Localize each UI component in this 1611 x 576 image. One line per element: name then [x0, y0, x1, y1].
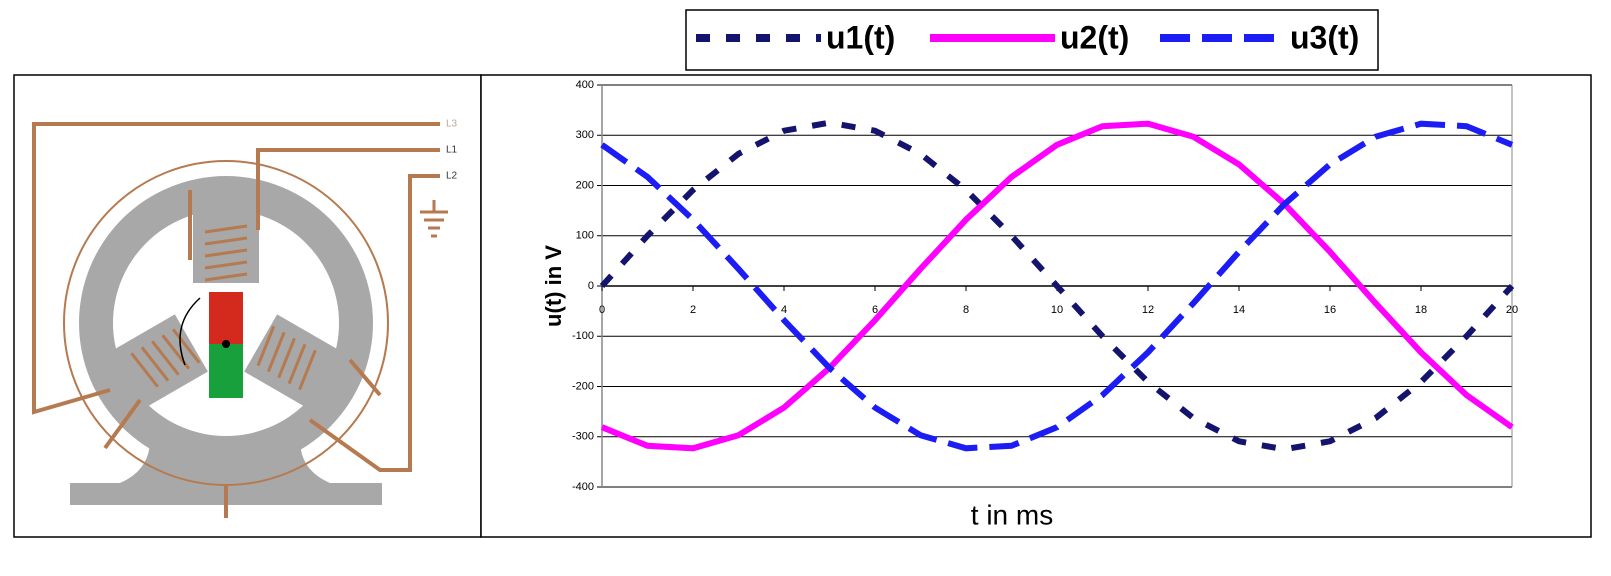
y-axis-title: u(t) in V — [541, 245, 566, 327]
y-tick-label: -300 — [572, 431, 594, 443]
x-tick-label: 18 — [1415, 304, 1427, 316]
magnet-north — [209, 292, 243, 344]
x-tick-label: 2 — [690, 304, 696, 316]
x-tick-label: 16 — [1324, 304, 1336, 316]
legend-label: u3(t) — [1290, 19, 1359, 55]
x-tick-label: 10 — [1051, 304, 1063, 316]
chart-panel — [480, 74, 1592, 538]
pole-1 — [193, 205, 259, 283]
magnet-south — [209, 344, 243, 398]
x-axis-title: t in ms — [971, 499, 1053, 530]
x-tick-label: 12 — [1142, 304, 1154, 316]
wires — [32, 122, 440, 518]
x-tick-label: 14 — [1233, 304, 1245, 316]
y-tick-label: 200 — [576, 179, 594, 191]
x-tick-label: 8 — [963, 304, 969, 316]
series-line — [599, 119, 1515, 453]
y-tick-label: -200 — [572, 380, 594, 392]
x-tick-label: 4 — [781, 304, 787, 316]
x-tick-label: 6 — [872, 304, 878, 316]
rotation-arrow — [179, 297, 201, 366]
y-tick-label: 400 — [576, 79, 594, 91]
motor-diagram: L3 L1 L2 — [32, 119, 458, 518]
x-tick-label: 0 — [599, 304, 605, 316]
series-line — [600, 120, 1514, 452]
x-tick-label: 20 — [1506, 304, 1518, 316]
ground — [420, 200, 448, 238]
series-line — [600, 120, 1514, 452]
legend-label: u1(t) — [826, 19, 895, 55]
y-tick-label: -400 — [572, 481, 594, 493]
y-tick-label: 300 — [576, 129, 594, 141]
terminal-label: L3 — [446, 119, 458, 130]
terminal-label: L1 — [446, 145, 458, 156]
rotor-axis — [222, 340, 230, 348]
coils — [130, 224, 317, 391]
terminal-label: L2 — [446, 171, 458, 182]
y-tick-label: 0 — [588, 280, 594, 292]
y-tick-label: 100 — [576, 230, 594, 242]
y-tick-label: -100 — [572, 330, 594, 342]
pole-3 — [107, 314, 208, 411]
legend-label: u2(t) — [1060, 19, 1129, 55]
